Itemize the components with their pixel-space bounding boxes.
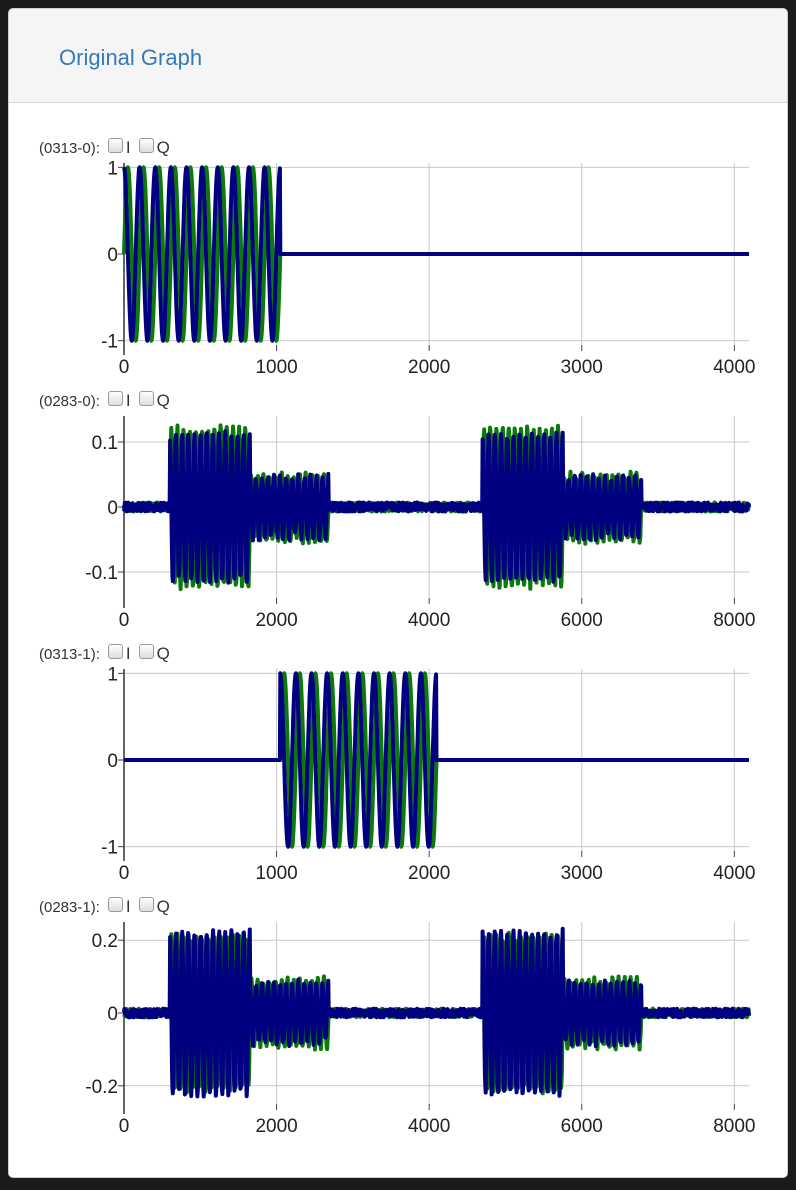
checkbox-q[interactable] bbox=[138, 896, 154, 912]
y-tick-label: -1 bbox=[101, 332, 118, 353]
checkbox-q[interactable] bbox=[138, 643, 154, 659]
checkbox-label-q: Q bbox=[156, 644, 170, 663]
checkbox-i[interactable] bbox=[107, 390, 123, 406]
checkbox-label-q: Q bbox=[156, 897, 170, 916]
x-tick-label: 2000 bbox=[408, 357, 450, 378]
x-tick-label: 4000 bbox=[713, 357, 755, 378]
chart-controls: (0283-1): I Q bbox=[39, 896, 176, 918]
series-q-line bbox=[122, 671, 751, 849]
x-tick-label: 6000 bbox=[561, 610, 603, 631]
checkbox-i[interactable] bbox=[107, 137, 123, 153]
y-tick-label: 0.2 bbox=[92, 931, 118, 952]
y-tick-label: -0.2 bbox=[85, 1077, 118, 1098]
chart-id-label: (0283-0): bbox=[39, 392, 100, 410]
x-tick-label: 3000 bbox=[561, 863, 603, 884]
y-tick-label: 1 bbox=[107, 664, 118, 685]
chart-0313-1: (0313-1): I Q 0 1000 2000 3000 4000 1 0 -1 bbox=[9, 643, 787, 893]
y-tick-label: 0 bbox=[107, 245, 118, 266]
y-tick-label: -0.1 bbox=[85, 563, 118, 584]
checkbox-q[interactable] bbox=[138, 137, 154, 153]
x-tick-label: 3000 bbox=[561, 357, 603, 378]
x-tick-label: 1000 bbox=[255, 863, 297, 884]
checkbox-label-i: I bbox=[125, 138, 131, 157]
chart-id-label: (0313-0): bbox=[39, 139, 100, 157]
panel-header: Original Graph bbox=[9, 9, 787, 103]
chart-id-label: (0283-1): bbox=[39, 898, 100, 916]
x-tick-label: 2000 bbox=[255, 610, 297, 631]
y-tick-label: 0 bbox=[107, 1004, 118, 1025]
checkbox-label-i: I bbox=[125, 897, 131, 916]
chart-0283-0: (0283-0): I Q 0 2000 4000 6000 8000 0.1 0 -0.1 bbox=[9, 390, 787, 640]
x-tick-label: 4000 bbox=[713, 863, 755, 884]
x-tick-label: 0 bbox=[119, 610, 130, 631]
y-tick-label: 0.1 bbox=[92, 433, 118, 454]
checkbox-label-q: Q bbox=[156, 138, 170, 157]
graph-panel: Original Graph (0313-0): I Q 0 1000 2000 3000 4… bbox=[8, 8, 788, 1178]
y-tick-label: 0 bbox=[107, 498, 118, 519]
x-tick-label: 2000 bbox=[255, 1116, 297, 1137]
x-tick-label: 8000 bbox=[713, 1116, 755, 1137]
y-tick-label: 0 bbox=[107, 751, 118, 772]
checkbox-label-i: I bbox=[125, 644, 131, 663]
series-q-line bbox=[122, 429, 751, 585]
x-tick-label: 4000 bbox=[408, 1116, 450, 1137]
panel-title: Original Graph bbox=[59, 45, 203, 70]
x-tick-label: 0 bbox=[119, 357, 130, 378]
y-tick-label: 1 bbox=[107, 158, 118, 179]
chart-0283-1: (0283-1): I Q 0 2000 4000 6000 8000 0.2 0 -0.2 bbox=[9, 896, 787, 1146]
chart-id-label: (0313-1): bbox=[39, 645, 100, 663]
chart-0313-0: (0313-0): I Q 0 1000 2000 3000 4000 1 0 -1 bbox=[9, 137, 787, 387]
series-q-line bbox=[122, 926, 751, 1099]
x-tick-label: 2000 bbox=[408, 863, 450, 884]
checkbox-i[interactable] bbox=[107, 643, 123, 659]
x-tick-label: 4000 bbox=[408, 610, 450, 631]
x-tick-label: 6000 bbox=[561, 1116, 603, 1137]
checkbox-label-q: Q bbox=[156, 391, 170, 410]
plot-svg: 0 2000 4000 6000 8000 0.1 0 -0.1 bbox=[85, 416, 755, 631]
chart-controls: (0313-1): I Q bbox=[39, 643, 176, 665]
x-tick-label: 0 bbox=[119, 1116, 130, 1137]
chart-controls: (0283-0): I Q bbox=[39, 390, 176, 412]
y-tick-label: -1 bbox=[101, 838, 118, 859]
x-tick-label: 8000 bbox=[713, 610, 755, 631]
checkbox-q[interactable] bbox=[138, 390, 154, 406]
checkbox-i[interactable] bbox=[107, 896, 123, 912]
chart-controls: (0313-0): I Q bbox=[39, 137, 176, 159]
checkbox-label-i: I bbox=[125, 391, 131, 410]
x-tick-label: 1000 bbox=[255, 357, 297, 378]
x-tick-label: 0 bbox=[119, 863, 130, 884]
series-q-line bbox=[122, 165, 751, 343]
